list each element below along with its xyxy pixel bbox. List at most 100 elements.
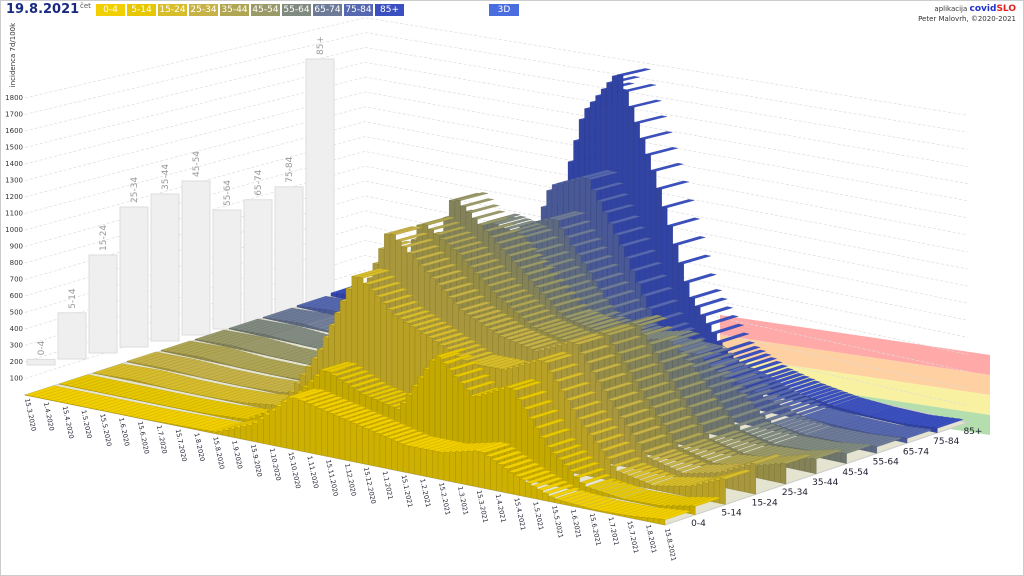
wall-bar-label: 35-44 [161, 164, 171, 190]
bar [449, 451, 456, 483]
bar [554, 498, 561, 504]
bar [217, 361, 224, 365]
gridline [24, 210, 968, 338]
bar [318, 328, 325, 332]
bar [350, 422, 357, 463]
bar [211, 360, 218, 364]
bar [871, 445, 877, 454]
bar [763, 464, 770, 481]
wall-bar-65-74 [243, 199, 273, 324]
brand-slo[interactable]: SLO [996, 4, 1016, 14]
y-tick-label: 900 [10, 243, 23, 251]
bar [501, 467, 509, 494]
date-tick-label: 15.3.2021 [475, 490, 490, 524]
bar [484, 455, 491, 490]
bar [860, 413, 866, 417]
legend-55-64[interactable]: 55-64 [282, 4, 311, 16]
age-axis-label: 5-14 [721, 509, 742, 519]
bar [240, 347, 246, 352]
y-tick-label: 600 [10, 292, 23, 300]
date-tick-label: 15.3.2020 [23, 398, 38, 432]
legend-25-34[interactable]: 25-34 [189, 4, 218, 16]
bar [901, 437, 908, 444]
date-tick-label: 15.4.2021 [512, 497, 527, 531]
legend-85+[interactable]: 85+ [375, 4, 404, 16]
date-tick-label: 1.8.2020 [192, 432, 206, 462]
wall-bar-label: 0-4 [37, 340, 47, 355]
gridline [24, 136, 968, 253]
bar [633, 478, 640, 487]
legend-35-44[interactable]: 35-44 [220, 4, 249, 16]
bar [662, 485, 669, 493]
brand-covid[interactable]: covid [969, 4, 997, 14]
bar [304, 402, 311, 454]
y-tick-label: 1100 [5, 210, 23, 218]
date-tick-label: 1.6.2020 [117, 417, 131, 447]
bar [602, 492, 609, 498]
gridline [24, 47, 968, 150]
weekday: čet [80, 2, 91, 10]
date-tick-label: 15.9.2020 [249, 444, 264, 478]
legend-75-84[interactable]: 75-84 [344, 4, 373, 16]
gridline [24, 225, 968, 355]
date-tick-label: 1.3.2021 [456, 486, 470, 516]
bar [298, 400, 305, 452]
bar [768, 463, 775, 482]
bar [542, 492, 549, 502]
y-tick-label: 1800 [5, 94, 23, 102]
bar [685, 485, 692, 498]
bar [443, 451, 450, 482]
3d-toggle-button[interactable]: 3D [489, 4, 519, 16]
legend-45-54[interactable]: 45-54 [251, 4, 280, 16]
bar [138, 381, 145, 384]
bar-top [661, 199, 695, 208]
legend-15-24[interactable]: 15-24 [158, 4, 187, 16]
bar [667, 485, 674, 494]
bar [166, 368, 173, 372]
wall-bar-label: 75-84 [285, 156, 295, 182]
bar [513, 475, 520, 496]
bar [571, 503, 578, 508]
y-tick-label: 500 [10, 309, 23, 317]
bar [172, 370, 179, 374]
bar [245, 424, 253, 442]
y-tick-label: 400 [10, 325, 23, 333]
bar [150, 384, 157, 387]
date-tick-label: 1.4.2021 [494, 493, 508, 523]
bar [256, 352, 263, 355]
bar [799, 458, 806, 472]
gridline [24, 121, 968, 236]
bar [307, 325, 314, 330]
bar-top [694, 297, 728, 308]
wall-bar-35-44 [150, 193, 180, 342]
y-tick-label: 100 [10, 375, 23, 383]
legend-5-14[interactable]: 5-14 [127, 4, 156, 16]
wall-bar-label: 85+ [316, 36, 326, 55]
wall-bar-55-64 [212, 209, 242, 330]
bar [356, 424, 363, 464]
bar [321, 409, 328, 457]
gridline [24, 91, 968, 202]
date-tick-label: 1.6.2021 [569, 509, 583, 539]
current-date: 19.8.2021 [6, 2, 80, 17]
bar-top [634, 115, 667, 124]
bar [333, 414, 340, 460]
legend-65-74[interactable]: 65-74 [313, 4, 342, 16]
y-tick-label: 300 [10, 342, 23, 350]
bar [309, 404, 317, 455]
bar [391, 440, 398, 471]
bar [711, 394, 718, 436]
bar [257, 418, 264, 444]
y-tick-label: 800 [10, 259, 23, 267]
bar [269, 409, 276, 447]
y-tick-label: 200 [10, 358, 23, 366]
bar [397, 442, 404, 473]
bar [565, 502, 573, 507]
legend-0-4[interactable]: 0-4 [96, 4, 125, 16]
bar [573, 476, 580, 492]
bar [583, 506, 590, 510]
y-tick-label: 1500 [5, 144, 23, 152]
bar [251, 350, 258, 354]
threshold-band [720, 335, 990, 395]
